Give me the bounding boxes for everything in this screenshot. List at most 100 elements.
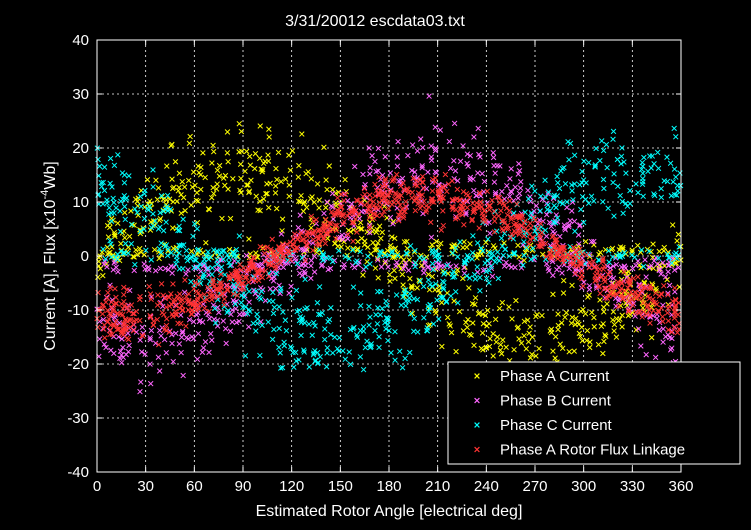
data-point-phase-a-rotor-flux-linkage <box>391 199 397 206</box>
data-point-phase-a-current <box>479 330 486 336</box>
data-point-phase-b-current <box>139 324 146 330</box>
data-point-phase-c-current <box>178 242 185 249</box>
data-point-phase-a-current <box>613 315 620 322</box>
data-point-phase-a-rotor-flux-linkage <box>234 292 241 299</box>
data-point-phase-c-current <box>417 278 424 284</box>
data-point-phase-a-rotor-flux-linkage <box>638 287 645 294</box>
data-point-phase-a-rotor-flux-linkage <box>201 305 208 312</box>
data-point-phase-b-current <box>148 327 155 334</box>
data-point-phase-c-current <box>454 254 461 260</box>
y-tick-label: -10 <box>67 302 89 319</box>
data-point-phase-a-current <box>187 133 193 140</box>
data-point-phase-a-rotor-flux-linkage <box>120 320 127 327</box>
data-point-phase-b-current <box>643 351 649 358</box>
data-point-phase-c-current <box>360 366 367 373</box>
data-point-phase-c-current <box>614 156 621 163</box>
data-point-phase-a-current <box>463 244 470 250</box>
data-point-phase-c-current <box>309 332 316 338</box>
data-point-phase-a-current <box>435 244 442 251</box>
data-point-phase-c-current <box>346 349 352 355</box>
data-point-phase-a-current <box>298 192 304 199</box>
data-point-phase-a-current <box>243 182 250 188</box>
data-point-phase-a-current <box>506 304 512 310</box>
data-point-phase-b-current <box>378 264 385 270</box>
data-point-phase-c-current <box>593 145 599 152</box>
data-point-phase-c-current <box>340 348 346 354</box>
data-point-phase-a-current <box>539 251 546 258</box>
data-point-phase-a-current <box>196 169 202 176</box>
data-point-phase-a-rotor-flux-linkage <box>513 223 520 229</box>
y-tick-label: -20 <box>67 356 89 373</box>
data-point-phase-b-current <box>387 214 394 221</box>
data-point-phase-a-current <box>193 197 200 204</box>
data-point-phase-c-current <box>221 247 227 254</box>
data-point-phase-b-current <box>110 267 117 273</box>
data-point-phase-a-rotor-flux-linkage <box>280 255 287 262</box>
data-point-phase-b-current <box>170 358 176 365</box>
data-point-phase-a-rotor-flux-linkage <box>137 293 143 300</box>
data-point-phase-a-rotor-flux-linkage <box>175 296 181 302</box>
data-point-phase-a-rotor-flux-linkage <box>579 251 585 257</box>
data-point-phase-b-current <box>141 261 147 267</box>
data-point-phase-a-rotor-flux-linkage <box>218 280 225 286</box>
data-point-phase-a-current <box>648 334 655 341</box>
data-point-phase-a-current <box>466 331 473 338</box>
data-point-phase-a-rotor-flux-linkage <box>377 188 383 194</box>
data-point-phase-c-current <box>138 203 144 210</box>
data-point-phase-a-rotor-flux-linkage <box>333 210 339 217</box>
data-point-phase-c-current <box>449 250 456 256</box>
data-point-phase-c-current <box>396 348 403 355</box>
data-point-phase-b-current <box>481 178 488 185</box>
data-point-phase-b-current <box>446 138 453 145</box>
data-point-phase-a-rotor-flux-linkage <box>112 285 118 292</box>
data-point-phase-a-current <box>610 309 617 315</box>
data-point-phase-a-current <box>461 239 467 245</box>
data-point-phase-a-current <box>150 218 157 224</box>
data-point-phase-a-rotor-flux-linkage <box>639 314 645 320</box>
data-point-phase-c-current <box>250 320 257 327</box>
data-point-phase-c-current <box>486 267 493 274</box>
data-point-phase-c-current <box>398 302 405 308</box>
data-point-phase-a-rotor-flux-linkage <box>155 341 162 348</box>
data-point-phase-b-current <box>562 225 568 231</box>
data-point-phase-a-current <box>278 178 284 185</box>
data-point-phase-a-rotor-flux-linkage <box>628 289 634 295</box>
data-point-phase-b-current <box>385 264 391 270</box>
data-point-phase-a-current <box>169 225 176 231</box>
data-point-phase-c-current <box>433 281 439 287</box>
data-point-phase-b-current <box>301 268 308 275</box>
data-point-phase-a-rotor-flux-linkage <box>163 327 170 334</box>
data-point-phase-c-current <box>603 141 610 148</box>
data-point-phase-a-rotor-flux-linkage <box>262 258 269 265</box>
data-point-phase-c-current <box>157 224 163 230</box>
data-point-phase-a-current <box>266 134 272 140</box>
data-point-phase-c-current <box>227 262 233 269</box>
data-point-phase-b-current <box>181 289 188 295</box>
data-point-phase-a-rotor-flux-linkage <box>125 336 132 343</box>
data-point-phase-c-current <box>606 259 612 265</box>
data-point-phase-b-current <box>426 93 432 99</box>
data-point-phase-a-current <box>213 186 220 192</box>
data-point-phase-c-current <box>212 320 219 326</box>
data-point-phase-a-current <box>634 242 641 249</box>
data-point-phase-b-current <box>329 190 336 197</box>
data-point-phase-c-current <box>108 218 115 224</box>
data-point-phase-b-current <box>660 302 666 308</box>
data-point-phase-a-rotor-flux-linkage <box>486 206 493 213</box>
data-point-phase-a-current <box>225 158 231 165</box>
data-point-phase-b-current <box>491 179 498 185</box>
data-point-phase-b-current <box>156 368 163 374</box>
data-point-phase-c-current <box>386 327 392 334</box>
data-point-phase-c-current <box>671 125 677 132</box>
data-point-phase-a-rotor-flux-linkage <box>316 240 323 247</box>
data-point-phase-b-current <box>272 285 279 292</box>
data-point-phase-a-current <box>286 182 292 188</box>
data-point-phase-c-current <box>414 296 421 303</box>
data-point-phase-c-current <box>435 316 442 322</box>
data-point-phase-a-current <box>216 173 223 179</box>
data-point-phase-c-current <box>452 288 459 295</box>
data-point-phase-a-rotor-flux-linkage <box>499 218 505 224</box>
data-point-phase-c-current <box>537 208 544 214</box>
data-point-phase-a-rotor-flux-linkage <box>527 236 533 243</box>
data-point-phase-c-current <box>472 276 479 282</box>
